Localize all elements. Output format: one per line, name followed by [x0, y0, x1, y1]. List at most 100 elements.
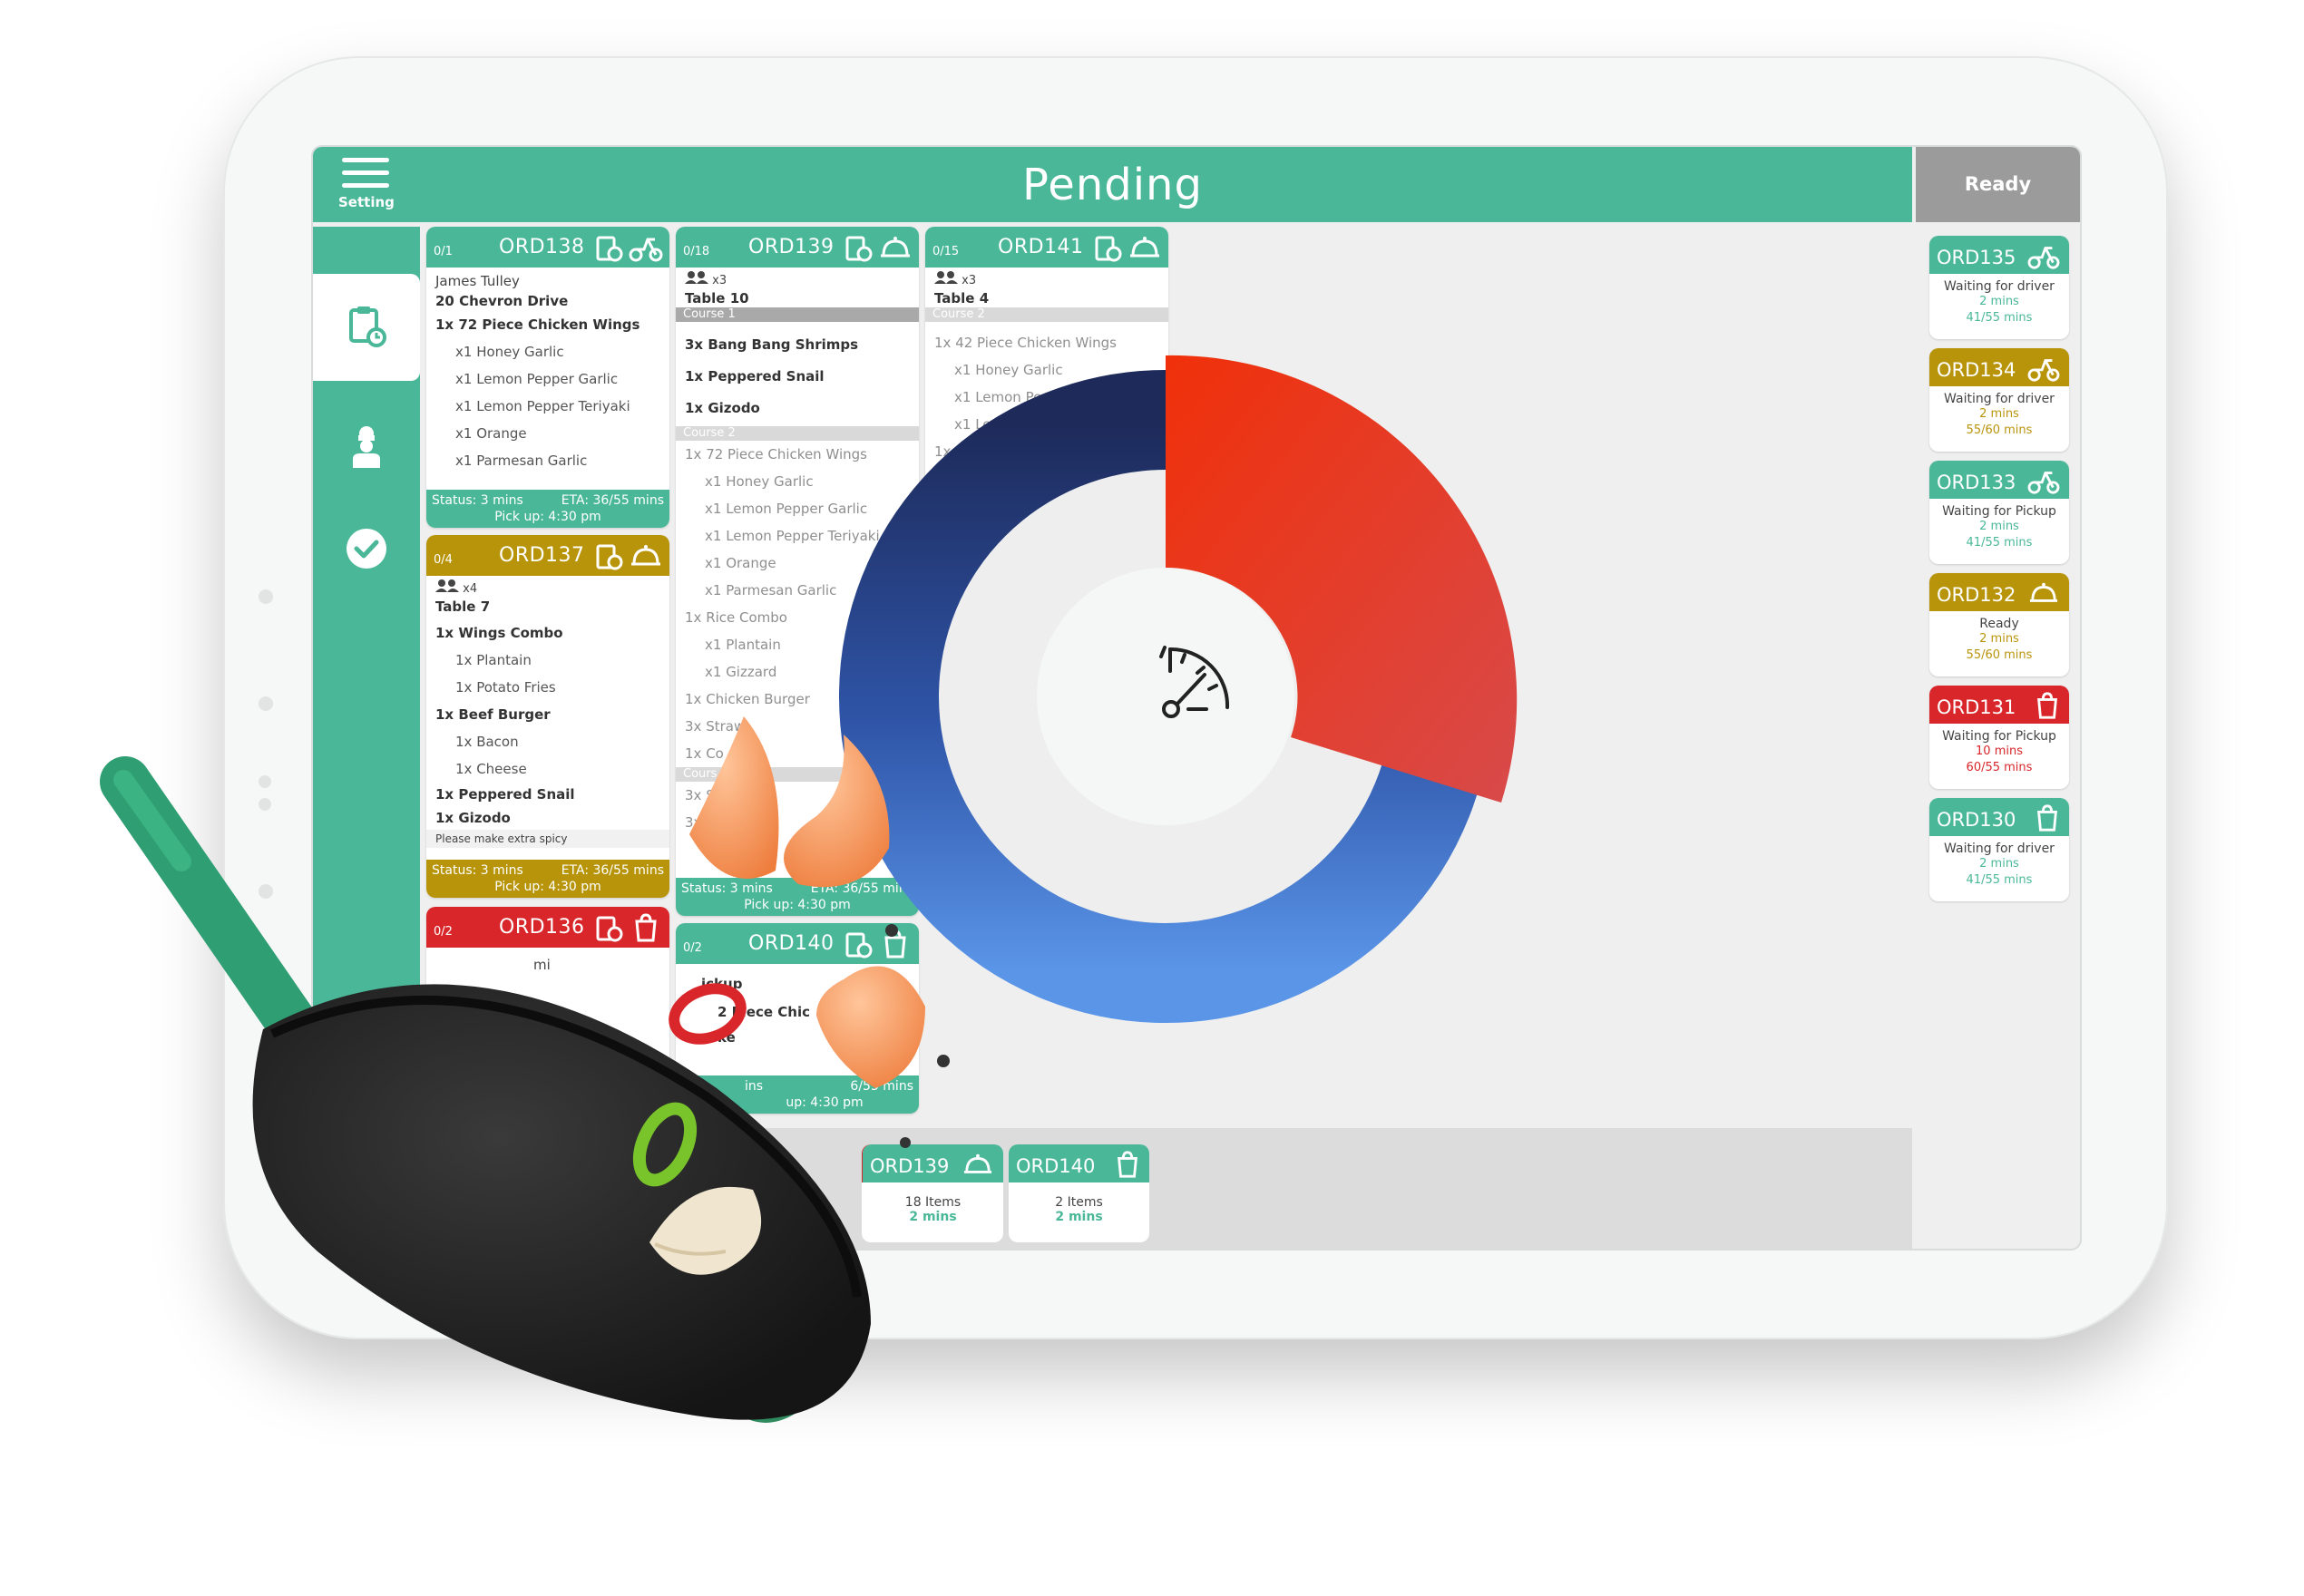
ready-eta: 41/55 mins [1966, 873, 2033, 887]
order-item: 1x Rice Combo [685, 609, 787, 626]
ready-column-title: Ready [1916, 147, 2080, 222]
order-eta: ETA: 36/55 mins [561, 863, 664, 878]
order-item: 3x Bang Bang Shrimps [685, 336, 859, 353]
ready-order-id: ORD131 [1937, 696, 2016, 718]
order-modifier: x1 Lemon Pepper Garlic [954, 389, 1118, 405]
order-id: ORD137 [499, 544, 585, 567]
ready-order-id: ORD135 [1937, 247, 2016, 268]
guests-icon [934, 271, 958, 284]
order-progress: 0/2 [683, 941, 702, 955]
menu-icon [338, 158, 393, 188]
ready-order-id: ORD134 [1937, 359, 2016, 381]
ready-card-ord135[interactable]: ORD135 Waiting for driver 2 mins 41/55 m… [1929, 236, 2069, 339]
order-modifier: x1 Honey Garlic [954, 362, 1063, 378]
sidebar-item-pending[interactable] [313, 274, 420, 381]
ready-card-ord131[interactable]: ORD131 Waiting for Pickup 10 mins 60/55 … [1929, 686, 2069, 789]
order-modifier: x1 Plantain [705, 637, 781, 653]
order-item: 1x Peppered Snail [435, 786, 575, 803]
ready-card-ord134[interactable]: ORD134 Waiting for driver 2 mins 55/60 m… [1929, 348, 2069, 452]
ready-card-ord132[interactable]: ORD132 Ready 2 mins 55/60 mins [1929, 573, 2069, 676]
tray-time: 2 mins [909, 1210, 957, 1224]
guests-icon [685, 271, 708, 284]
completed-check-icon[interactable] [344, 526, 389, 571]
order-fragment: 2 Piece Chic [718, 1004, 810, 1020]
tray-card-ord139[interactable]: ORD139 18 Items 2 mins [863, 1144, 1003, 1242]
cloche-icon [881, 237, 910, 258]
takeaway-bag-icon [2037, 804, 2057, 832]
order-modifier: x1 Parmesan Garlic [455, 453, 588, 469]
ready-status: Waiting for driver [1944, 279, 2055, 294]
order-card-ord138[interactable]: 0/1 ORD138 James Tulley 20 Chevron Drive… [426, 227, 669, 528]
order-status: Status: 3 mins [432, 493, 523, 508]
ready-wait-time: 2 mins [1979, 295, 2019, 308]
setting-button[interactable]: Setting [338, 158, 395, 210]
order-note: Please make extra spicy [426, 830, 669, 848]
order-item: 3x Spi [685, 787, 727, 803]
order-id: ORD140 [748, 932, 835, 955]
order-status: ins [745, 1079, 764, 1094]
timer-clipboard-icon [845, 236, 873, 262]
order-item: 3x Vanill [685, 814, 743, 831]
order-status: Status: 3 mins [681, 881, 773, 896]
tray-item-count: 2 Items [1055, 1195, 1103, 1210]
delivery-scooter-icon [2027, 359, 2060, 382]
delivery-scooter-icon [2027, 247, 2060, 269]
order-pickup-time: up: 4:30 pm [786, 1095, 864, 1110]
sidebar [313, 227, 420, 1249]
takeaway-bag-icon [635, 913, 657, 942]
tablet-sensor-dot [259, 589, 273, 604]
ready-eta: 55/60 mins [1966, 648, 2033, 662]
kitchen-display-screen: Setting Pending Ready 0/1 ORD138 [313, 147, 2080, 1249]
tablet-sensor-dot [259, 884, 273, 899]
order-modifier: x1 Lemon Pepp [954, 416, 1059, 433]
ready-status: Waiting for Pickup [1942, 729, 2056, 744]
ready-card-ord130[interactable]: ORD130 Waiting for driver 2 mins 41/55 m… [1929, 798, 2069, 901]
order-card-ord137[interactable]: 0/4 ORD137 x4 Table 7 1x Wings Combo 1x … [426, 535, 669, 898]
order-item: 1x Wings Combo [435, 625, 563, 641]
cloche-icon [963, 1153, 992, 1173]
order-modifier: 1x Cheese [455, 761, 527, 777]
guest-count: x4 [463, 582, 478, 596]
tray-card-ord140[interactable]: ORD140 2 Items 2 mins [1009, 1144, 1149, 1242]
order-eta: ETA: 36/55 mins [561, 493, 664, 508]
ready-order-id: ORD130 [1937, 809, 2016, 831]
order-modifier: x1 Lemon Pepper Garlic [455, 371, 619, 387]
order-card-ord139[interactable]: 0/18 ORD139 x3 Table 10 Course 1 3x Bang… [676, 227, 919, 916]
ready-wait-time: 2 mins [1979, 407, 2019, 421]
delivery-scooter-icon [2027, 472, 2060, 494]
ready-eta: 41/55 mins [1966, 536, 2033, 550]
order-card-ord141[interactable]: 0/15 ORD141 x3 Table 4 Course 2 1x 42 Pi… [925, 227, 1168, 753]
ready-order-id: ORD133 [1937, 472, 2016, 493]
order-item: 1x Co [685, 745, 724, 762]
ready-card-ord133[interactable]: ORD133 Waiting for Pickup 2 mins 41/55 m… [1929, 461, 2069, 564]
order-progress: 0/2 [434, 925, 453, 939]
order-id: ORD138 [499, 236, 585, 258]
ready-eta: 55/60 mins [1966, 423, 2033, 437]
order-modifier: 1x Potato Fries [455, 679, 556, 696]
ready-eta: 60/55 mins [1966, 761, 2033, 774]
top-bar: Setting Pending [313, 147, 1912, 222]
ready-wait-time: 2 mins [1979, 857, 2019, 871]
course-header: Cours [676, 767, 919, 782]
order-card-ord140[interactable]: 0/2 ORD140 ickup 2 Piece Chic gs ke ins 6… [676, 923, 919, 1114]
order-modifier: x1 Honey Garlic [705, 473, 814, 490]
order-modifier: x1 Gizzard [705, 664, 777, 680]
order-item: 1x Rice Co [934, 443, 1007, 460]
guest-count: x3 [962, 274, 977, 287]
timer-clipboard-icon [845, 932, 873, 959]
chef-icon[interactable] [344, 424, 389, 470]
timer-clipboard-icon [596, 916, 623, 942]
order-pickup-time: Pick up: 4:30 pm [494, 880, 601, 894]
table-number: Table 10 [685, 290, 749, 307]
cloche-icon [1130, 237, 1159, 258]
order-modifier: x1 Lemon Pepper Teriyaki [705, 528, 880, 544]
customer-address: 20 Chevron Drive [435, 293, 569, 309]
order-progress: 0/1 [434, 245, 453, 258]
takeaway-bag-icon [1118, 1151, 1137, 1178]
order-item: 1x 72 Piece Chicken Wings [685, 446, 867, 462]
ready-status: Waiting for Pickup [1942, 504, 2056, 519]
table-number: Table 7 [435, 598, 491, 615]
page-title: Pending [1022, 160, 1203, 210]
order-card-ord136[interactable]: 0/2 ORD136 mi [426, 907, 669, 1124]
order-eta: 6/55 mins [850, 1079, 913, 1094]
